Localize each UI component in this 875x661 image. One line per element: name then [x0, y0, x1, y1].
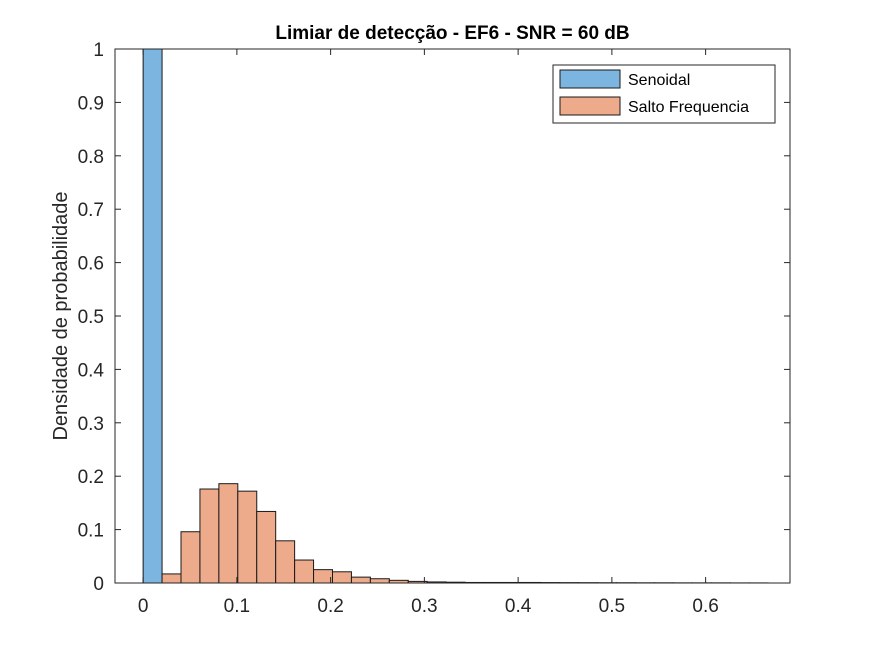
x-tick-label: 0.3 — [411, 596, 437, 617]
y-tick-label: 0.7 — [78, 200, 104, 221]
y-tick-label: 0.5 — [78, 307, 104, 328]
x-tick-label: 0.6 — [692, 596, 718, 617]
x-tick-label: 0.4 — [505, 596, 532, 617]
y-tick-label: 0.2 — [78, 467, 104, 488]
y-tick-label: 0.8 — [78, 147, 104, 168]
histogram-bar-salto-frequencia — [276, 541, 295, 583]
histogram-bar-salto-frequencia — [162, 574, 181, 583]
y-tick-label: 1 — [93, 40, 104, 61]
histogram-bar-salto-frequencia — [238, 491, 257, 583]
histogram-bar-salto-frequencia — [314, 570, 333, 583]
y-tick-label: 0.3 — [78, 414, 104, 435]
histogram-bar-salto-frequencia — [181, 532, 200, 583]
y-tick-label: 0 — [93, 574, 104, 595]
histogram-bar-salto-frequencia — [200, 489, 219, 583]
histogram-bar-salto-frequencia — [257, 511, 276, 583]
y-tick-label: 0.9 — [78, 93, 104, 114]
legend-label: Senoidal — [628, 72, 690, 89]
x-tick-label: 0.1 — [224, 596, 250, 617]
histogram-bar-salto-frequencia — [370, 579, 389, 583]
legend-swatch — [560, 97, 620, 115]
histogram-bar-senoidal — [143, 49, 162, 583]
legend-label: Salto Frequencia — [628, 99, 749, 116]
chart-title: Limiar de detecção - EF6 - SNR = 60 dB — [275, 23, 629, 44]
histogram-bar-salto-frequencia — [219, 484, 238, 583]
y-tick-label: 0.6 — [78, 254, 104, 275]
histogram-bar-salto-frequencia — [351, 577, 370, 583]
legend: Senoidal Salto Frequencia — [553, 65, 775, 123]
histogram-bar-salto-frequencia — [333, 572, 352, 583]
y-tick-label: 0.1 — [78, 521, 104, 542]
y-tick-label: 0.4 — [78, 360, 105, 381]
x-tick-label: 0 — [138, 596, 149, 617]
legend-swatch — [560, 70, 620, 88]
x-tick-label: 0.2 — [317, 596, 343, 617]
histogram-bar-salto-frequencia — [295, 560, 314, 583]
x-tick-label: 0.5 — [599, 596, 625, 617]
y-axis-label: Densidade de probabilidade — [50, 191, 72, 440]
